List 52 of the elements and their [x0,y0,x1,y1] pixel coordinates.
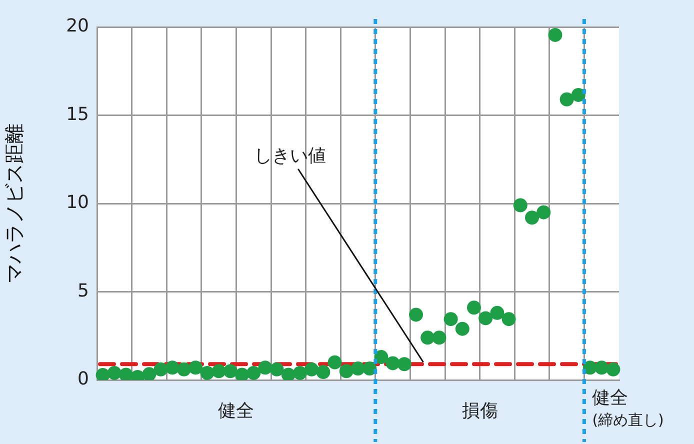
point [165,360,180,375]
point [177,362,191,376]
point [386,356,400,370]
point [478,311,493,326]
point [235,368,249,380]
point [490,306,504,320]
point [594,360,609,375]
point [212,364,226,378]
point [409,308,423,322]
point [467,300,481,315]
point [200,366,214,380]
point [304,362,319,376]
point [560,92,574,106]
point [154,362,168,376]
point [258,360,272,375]
point [270,362,284,376]
point [397,357,412,372]
point [571,88,586,102]
point [339,364,354,378]
text: 損傷 [462,400,498,422]
point [293,366,307,380]
point [432,330,446,345]
point [606,362,620,376]
point [444,312,458,326]
point [281,368,296,380]
point [374,350,388,364]
point [548,28,562,42]
ref-line-label: しきい値 [254,146,326,167]
point [119,368,133,380]
point [420,330,435,345]
y-tick-label: 5 [78,280,89,302]
point [455,322,470,336]
point [362,362,377,376]
text: 健全 [218,400,254,422]
y-tick-label: 10 [66,192,89,214]
point [351,362,365,376]
point [246,366,261,380]
point [328,355,342,370]
point [142,367,156,380]
y-tick-label: 20 [66,16,89,37]
point [502,312,516,326]
point [536,205,551,220]
y-tick-label: 15 [66,104,89,125]
y-tick-label: 0 [78,368,89,390]
point [188,360,203,375]
point [107,366,122,380]
y-axis-title: マハラノビス距離 [2,124,26,284]
point [316,365,330,380]
text: 健全 (締め直し) [592,388,664,429]
point [525,210,539,225]
point [513,198,528,212]
point [223,364,238,378]
